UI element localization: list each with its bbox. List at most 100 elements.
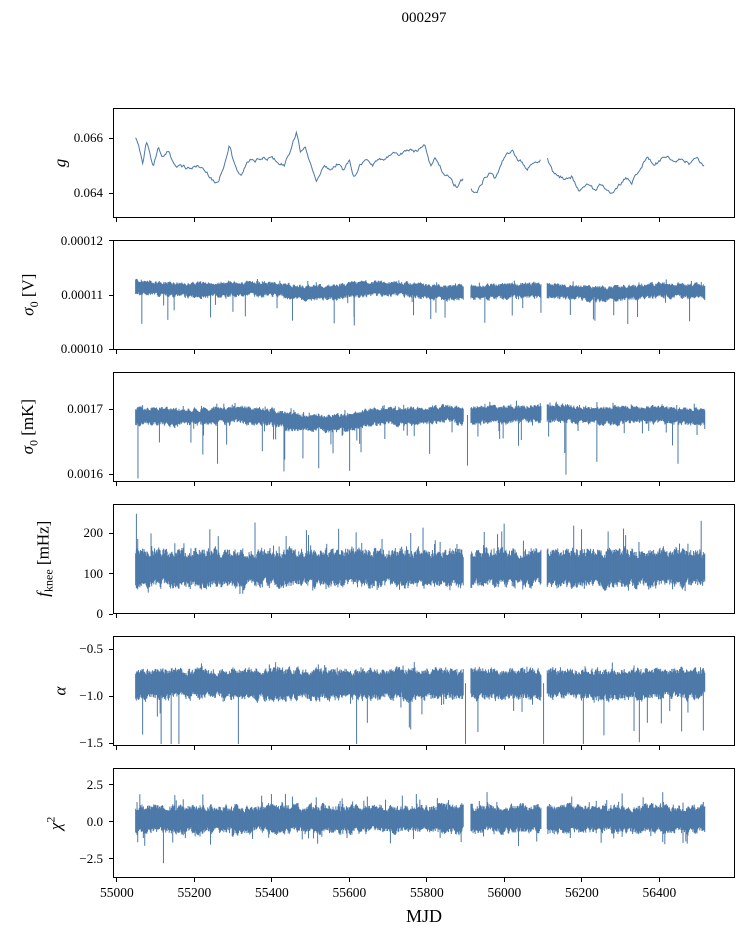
panel-alpha <box>113 636 735 746</box>
x-tick <box>658 878 660 882</box>
x-tick-label: 56000 <box>487 885 522 900</box>
x-tick <box>116 746 118 750</box>
panel-g-ylabel: g <box>50 158 69 168</box>
x-tick <box>116 614 118 618</box>
x-tick-label: 55000 <box>100 885 134 900</box>
x-tick-label: 55400 <box>255 885 289 900</box>
x-tick-label: 56400 <box>642 885 677 900</box>
x-tick <box>271 614 273 618</box>
x-tick <box>658 482 660 486</box>
y-tick <box>109 473 113 475</box>
x-tick <box>348 482 350 486</box>
x-tick <box>271 350 273 354</box>
x-tick <box>116 350 118 354</box>
y-tick-label: 0 <box>96 606 104 621</box>
x-tick <box>193 614 195 618</box>
x-tick <box>581 746 583 750</box>
y-tick <box>109 648 113 650</box>
x-tick <box>658 218 660 222</box>
y-tick <box>109 137 113 139</box>
x-tick <box>348 746 350 750</box>
y-tick-label: 0.066 <box>73 130 103 146</box>
y-tick-label: 0.00011 <box>61 287 103 302</box>
x-tick <box>658 746 660 750</box>
panel-g-plot <box>114 109 734 217</box>
y-tick <box>109 613 113 615</box>
x-tick <box>581 218 583 222</box>
x-tick <box>503 746 505 750</box>
y-tick-label: 2.5 <box>86 776 103 792</box>
x-tick <box>271 746 273 750</box>
y-tick-label: −1.0 <box>79 688 103 704</box>
panel-fknee-plot <box>114 505 734 613</box>
x-tick <box>348 218 350 222</box>
x-tick <box>503 350 505 354</box>
panel-sigma0-v <box>113 240 735 350</box>
x-tick <box>426 350 428 354</box>
y-tick-label: 0.00010 <box>60 341 103 357</box>
x-tick <box>581 878 583 882</box>
y-tick-label: 200 <box>83 525 104 541</box>
y-tick-label: 0.0016 <box>67 466 103 482</box>
x-tick-label: 56200 <box>565 885 599 900</box>
x-tick <box>658 350 660 354</box>
y-tick <box>109 573 113 575</box>
x-tick <box>426 614 428 618</box>
panel-alpha-plot <box>114 637 734 745</box>
y-tick <box>109 858 113 860</box>
x-tick-label: 55800 <box>410 885 444 900</box>
panel-chi2-plot <box>114 769 734 877</box>
x-tick <box>271 218 273 222</box>
x-tick <box>426 482 428 486</box>
panel-sigma0-mk <box>113 372 735 482</box>
x-tick <box>193 878 195 882</box>
x-tick <box>581 614 583 618</box>
y-tick-label: −0.5 <box>79 641 103 657</box>
panel-g <box>113 108 735 218</box>
x-tick <box>193 746 195 750</box>
x-tick <box>503 878 505 882</box>
x-tick <box>116 878 118 882</box>
y-tick <box>109 821 113 823</box>
x-tick-label: 55200 <box>177 885 212 900</box>
y-tick-label: −1.5 <box>79 735 103 751</box>
y-tick <box>109 408 113 410</box>
x-tick <box>503 218 505 222</box>
y-tick <box>109 784 113 786</box>
figure-title: 000297 <box>401 10 447 26</box>
x-tick <box>426 218 428 222</box>
x-tick <box>426 746 428 750</box>
y-tick-label: 100 <box>83 565 104 581</box>
x-tick <box>503 614 505 618</box>
y-tick-label: −2.5 <box>79 850 103 866</box>
x-tick <box>426 878 428 882</box>
x-tick <box>581 350 583 354</box>
y-tick <box>109 192 113 194</box>
y-tick <box>109 294 113 296</box>
panel-fknee-ylabel: fknee [mHz] <box>33 520 56 597</box>
y-tick <box>109 348 113 350</box>
x-tick-label: 55600 <box>332 885 367 900</box>
panel-chi2 <box>113 768 735 878</box>
x-tick <box>193 218 195 222</box>
x-tick <box>116 482 118 486</box>
x-tick <box>658 614 660 618</box>
x-tick <box>581 482 583 486</box>
x-tick <box>271 482 273 486</box>
x-tick <box>193 350 195 354</box>
x-tick <box>348 350 350 354</box>
panel-sigma0-mk-plot <box>114 373 734 481</box>
x-tick <box>116 218 118 222</box>
y-tick-label: 0.00012 <box>60 232 103 248</box>
y-tick-label: 0.0017 <box>67 401 103 417</box>
y-tick <box>109 240 113 242</box>
x-tick <box>271 878 273 882</box>
y-tick <box>109 695 113 697</box>
x-tick <box>348 614 350 618</box>
panel-sigma0-v-plot <box>114 241 734 349</box>
y-tick <box>109 742 113 744</box>
x-tick <box>348 878 350 882</box>
x-axis-label: MJD <box>405 906 442 926</box>
y-tick-label: 0.064 <box>73 185 103 201</box>
